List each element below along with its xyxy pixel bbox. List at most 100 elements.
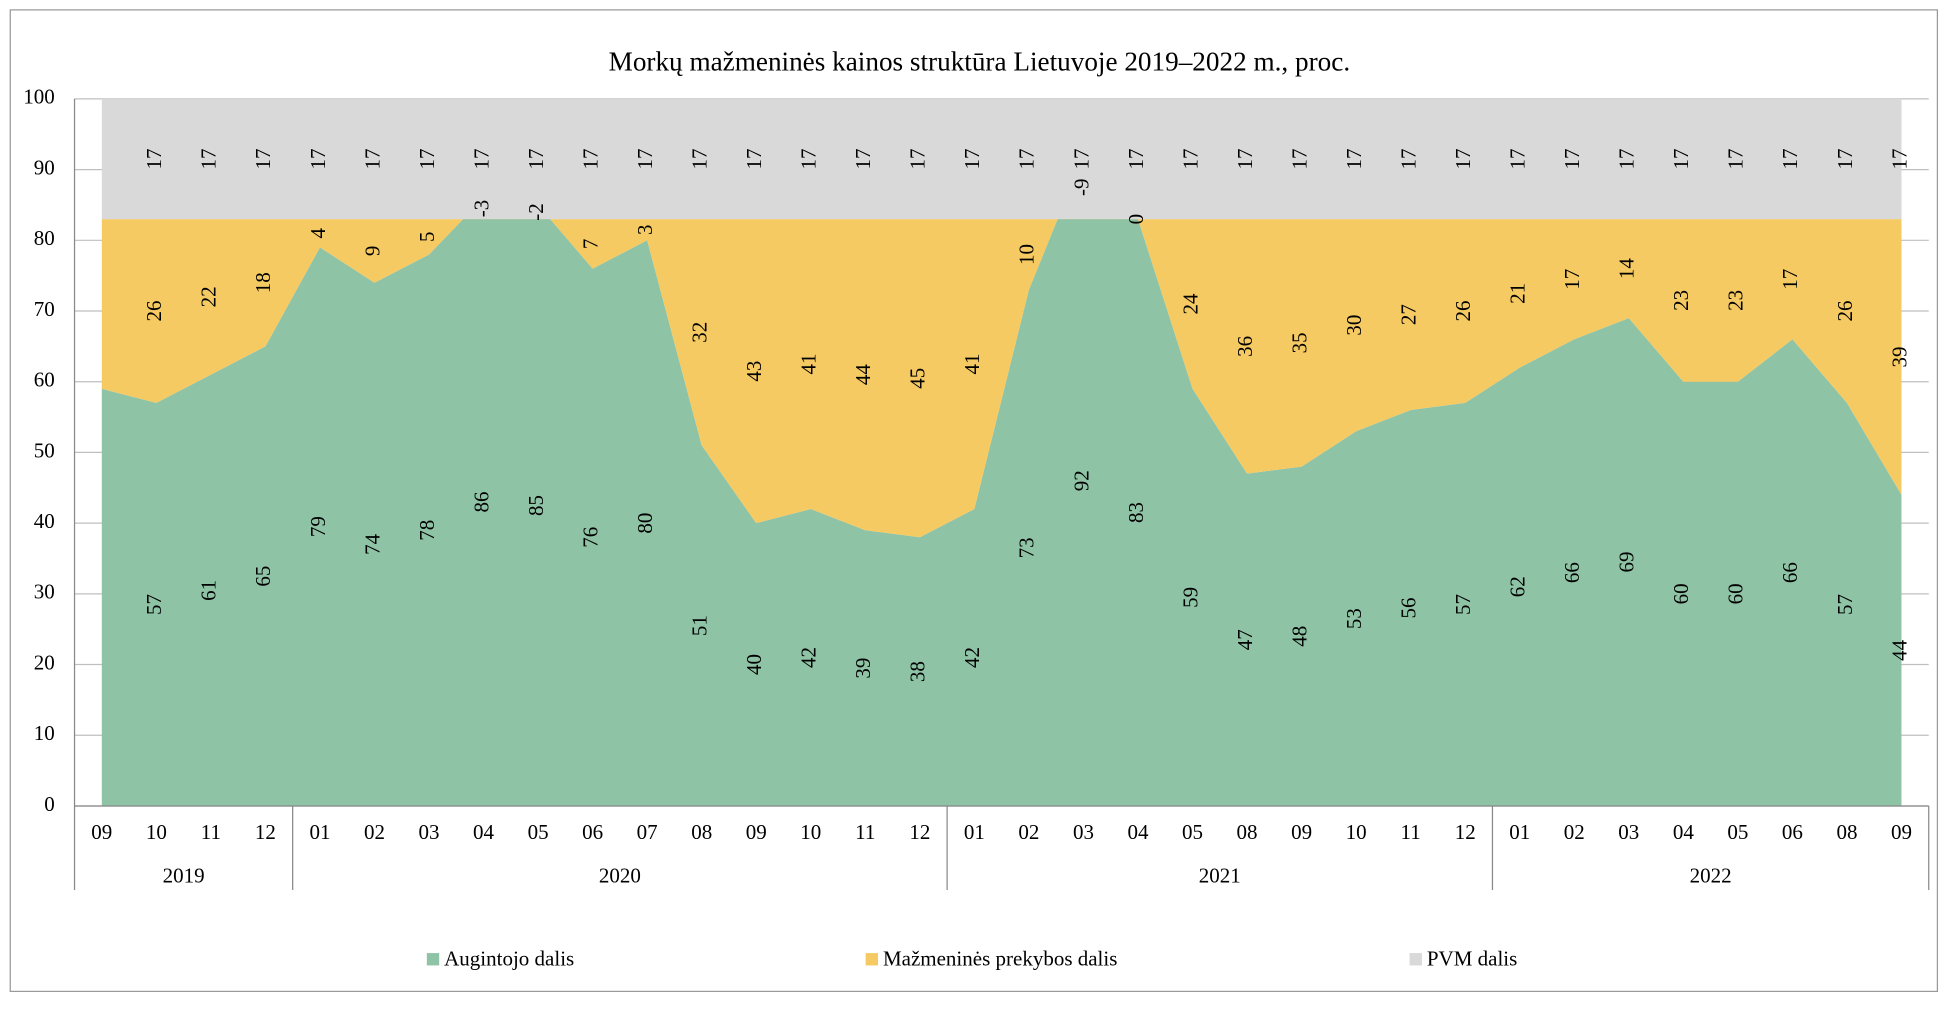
legend-swatch <box>1409 953 1422 966</box>
year-label: 2019 <box>163 863 205 887</box>
data-label: 17 <box>469 148 493 169</box>
x-tick-label: 11 <box>201 820 221 844</box>
data-label: 22 <box>197 286 221 307</box>
data-label: 17 <box>524 148 548 169</box>
data-label: 44 <box>851 364 875 385</box>
data-label: 17 <box>142 148 166 169</box>
data-label: 17 <box>1560 148 1584 169</box>
area <box>101 155 1902 806</box>
x-tick-label: 10 <box>1346 820 1367 844</box>
x-tick-label: 08 <box>1836 820 1857 844</box>
x-tick-label: 04 <box>1673 820 1695 844</box>
data-label: -9 <box>1069 179 1093 197</box>
x-tick-label: 06 <box>1782 820 1803 844</box>
data-label: 17 <box>633 148 657 169</box>
data-label: 57 <box>1451 594 1475 615</box>
x-tick-label: 02 <box>1564 820 1585 844</box>
data-label: 17 <box>1069 148 1093 169</box>
data-label: 17 <box>1778 269 1802 290</box>
data-label: 17 <box>906 148 930 169</box>
data-label: 51 <box>688 615 712 636</box>
year-label: 2020 <box>599 863 641 887</box>
data-label: 85 <box>524 495 548 516</box>
data-label: 36 <box>1233 336 1257 357</box>
data-label: 17 <box>1724 148 1748 169</box>
data-label: 48 <box>1287 626 1311 647</box>
legend-label: PVM dalis <box>1427 946 1517 970</box>
chart-title: Morkų mažmeninės kainos struktūra Lietuv… <box>609 47 1350 77</box>
x-tick-label: 03 <box>419 820 440 844</box>
data-label: 39 <box>1887 346 1911 367</box>
data-label: 32 <box>688 322 712 343</box>
data-label: 17 <box>960 148 984 169</box>
data-label: 45 <box>906 368 930 389</box>
x-tick-label: 05 <box>1182 820 1203 844</box>
x-tick-label: 03 <box>1618 820 1639 844</box>
data-label: 57 <box>142 594 166 615</box>
data-label: 18 <box>251 272 275 293</box>
data-label: 17 <box>415 148 439 169</box>
legend-swatch <box>865 953 879 966</box>
data-label: 24 <box>1178 293 1202 314</box>
y-tick-label: 60 <box>34 368 55 392</box>
data-label: 83 <box>1124 502 1148 523</box>
data-label: 17 <box>1287 148 1311 169</box>
data-label: 17 <box>688 148 712 169</box>
x-tick-label: 10 <box>800 820 821 844</box>
x-tick-label: 09 <box>91 820 112 844</box>
data-label: 17 <box>797 148 821 169</box>
y-tick-label: 30 <box>34 580 55 604</box>
data-label: 57 <box>1833 594 1857 615</box>
data-label: 17 <box>578 148 602 169</box>
x-tick-label: 09 <box>1291 820 1312 844</box>
data-label: 86 <box>469 491 493 512</box>
data-label: 14 <box>1615 258 1639 280</box>
x-tick-label: 11 <box>855 820 875 844</box>
data-label: 27 <box>1396 304 1420 325</box>
data-label: 23 <box>1669 290 1693 311</box>
data-label: 30 <box>1342 315 1366 336</box>
x-tick-label: 12 <box>255 820 276 844</box>
data-label: 17 <box>1887 148 1911 169</box>
x-tick-label: 09 <box>746 820 767 844</box>
data-label: 56 <box>1396 597 1420 618</box>
x-tick-label: 05 <box>528 820 549 844</box>
data-label: 26 <box>1833 301 1857 322</box>
y-tick-label: 70 <box>34 297 55 321</box>
data-label: 5 <box>415 232 439 242</box>
y-tick-label: 0 <box>44 792 55 816</box>
data-label: 17 <box>1506 148 1530 169</box>
y-tick-label: 50 <box>34 438 55 462</box>
x-tick-label: 06 <box>582 820 603 844</box>
data-label: 76 <box>578 527 602 548</box>
legend-swatch <box>426 953 440 966</box>
year-label: 2022 <box>1690 863 1732 887</box>
legend-label: Mažmeninės prekybos dalis <box>883 946 1117 970</box>
x-tick-label: 02 <box>1018 820 1039 844</box>
data-label: 17 <box>1833 148 1857 169</box>
data-label: -2 <box>524 203 548 221</box>
data-label: 69 <box>1615 552 1639 573</box>
area <box>101 155 1902 538</box>
data-label: 17 <box>306 148 330 169</box>
data-label: 73 <box>1015 537 1039 558</box>
x-tick-label: 12 <box>909 820 930 844</box>
x-tick-label: 12 <box>1455 820 1476 844</box>
data-label: 17 <box>1233 148 1257 169</box>
data-label: 60 <box>1724 583 1748 604</box>
data-label: 17 <box>251 148 275 169</box>
data-label: 17 <box>1396 148 1420 169</box>
data-label: 65 <box>251 566 275 587</box>
x-tick-label: 07 <box>637 820 658 844</box>
data-label: 17 <box>1015 148 1039 169</box>
data-label: 21 <box>1506 283 1530 304</box>
x-tick-label: 02 <box>364 820 385 844</box>
data-label: 17 <box>1615 148 1639 169</box>
x-tick-label: 09 <box>1891 820 1912 844</box>
data-label: 17 <box>851 148 875 169</box>
data-label: 61 <box>197 580 221 601</box>
data-label: 35 <box>1287 332 1311 353</box>
data-label: 60 <box>1669 583 1693 604</box>
y-tick-label: 80 <box>34 226 55 250</box>
